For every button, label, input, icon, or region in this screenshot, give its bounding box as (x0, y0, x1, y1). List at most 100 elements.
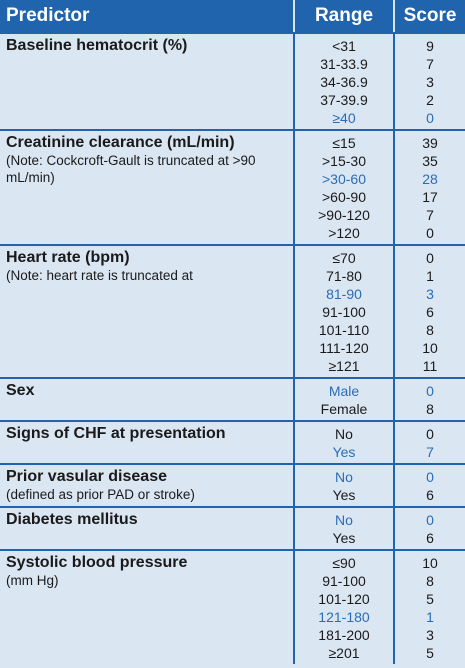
range-cell: ≤90 91-100 101-120 121-180 181-200 ≥201 (293, 551, 393, 664)
score-value: 3 (426, 286, 434, 302)
range-value: 101-110 (318, 322, 370, 338)
score-cell: 0 1 3 6 8 10 11 (393, 246, 465, 377)
table-row: Heart rate (bpm) (Note: heart rate is tru… (0, 244, 465, 377)
predictor-note: (defined as prior PAD or stroke) (6, 487, 195, 502)
score-value: 10 (422, 555, 438, 571)
predictor-cell: Diabetes mellitus (0, 508, 293, 549)
range-value: ≤15 (332, 135, 356, 151)
score-value: 5 (426, 645, 434, 661)
score-value: 2 (426, 92, 434, 108)
score-value: 11 (422, 358, 438, 374)
range-value: No (335, 469, 353, 485)
score-value: 1 (426, 268, 434, 284)
predictor-name: Systolic blood pressure (6, 554, 188, 571)
predictor-cell: Signs of CHF at presentation (0, 422, 293, 463)
range-cell: <31 31-33.9 34-36.9 37-39.9 ≥40 (293, 34, 393, 129)
table-row: Prior vasular disease (defined as prior P… (0, 463, 465, 506)
score-value: 28 (422, 171, 438, 187)
score-value: 6 (426, 304, 434, 320)
predictor-name: Signs of CHF at presentation (6, 425, 226, 442)
range-value: <31 (332, 38, 356, 54)
score-value: 0 (426, 110, 434, 126)
range-value: No (335, 426, 353, 442)
range-value: Yes (332, 444, 356, 460)
score-cell: 39 35 28 17 7 0 (393, 131, 465, 244)
score-value: 0 (426, 426, 434, 442)
range-value: 121-180 (318, 609, 370, 625)
range-value: >90-120 (318, 207, 370, 223)
score-value: 5 (426, 591, 434, 607)
predictor-name: Sex (6, 382, 35, 399)
score-value: 0 (426, 469, 434, 485)
score-value: 8 (426, 322, 434, 338)
range-value: 91-100 (322, 304, 366, 320)
score-value: 7 (426, 444, 434, 460)
score-value: 10 (422, 340, 438, 356)
table-row: Creatinine clearance (mL/min) (Note: Cock… (0, 129, 465, 244)
score-cell: 9 7 3 2 0 (393, 34, 465, 129)
range-value: 37-39.9 (320, 92, 368, 108)
score-value: 0 (426, 225, 434, 241)
range-cell: ≤15 >15-30 >30-60 >60-90 >90-120 >120 (293, 131, 393, 244)
range-value: Yes (332, 530, 356, 546)
table-row: Baseline hematocrit (%) <31 31-33.9 34-36.9… (0, 32, 465, 129)
range-value: 81-90 (326, 286, 362, 302)
range-value: Female (320, 401, 368, 417)
range-value: >120 (328, 225, 360, 241)
score-value: 17 (422, 189, 438, 205)
header-row: Predictor Range Score (0, 0, 465, 32)
score-value: 9 (426, 38, 434, 54)
score-value: 1 (426, 609, 434, 625)
predictor-name: Creatinine clearance (mL/min) (6, 134, 235, 151)
range-cell: No Yes (293, 465, 393, 506)
score-value: 6 (426, 530, 434, 546)
predictor-cell: Prior vasular disease (defined as prior P… (0, 465, 293, 506)
predictor-cell: Sex (0, 379, 293, 420)
predictor-note: (Note: Cockcroft-Gault is truncated at >… (6, 153, 256, 185)
range-value: ≥201 (328, 645, 360, 661)
predictor-name: Diabetes mellitus (6, 511, 138, 528)
range-cell: No Yes (293, 422, 393, 463)
range-cell: ≤70 71-80 81-90 91-100 101-110 111-120 ≥121 (293, 246, 393, 377)
range-cell: Male Female (293, 379, 393, 420)
score-value: 8 (426, 573, 434, 589)
range-value: 91-100 (322, 573, 366, 589)
range-value: >60-90 (322, 189, 366, 205)
range-value: Male (328, 383, 360, 399)
score-value: 0 (426, 250, 434, 266)
score-value: 0 (426, 512, 434, 528)
range-value: 101-120 (318, 591, 370, 607)
header-cell: Predictor (6, 5, 90, 26)
range-value: Yes (332, 487, 356, 503)
range-value: 71-80 (326, 268, 362, 284)
table-row: Signs of CHF at presentation No Yes 0 7 (0, 420, 465, 463)
score-value: 39 (422, 135, 438, 151)
range-value: ≤70 (332, 250, 356, 266)
predictor-name: Prior vasular disease (6, 468, 167, 485)
table-row: Sex Male Female 0 8 (0, 377, 465, 420)
predictor-cell: Baseline hematocrit (%) (0, 34, 293, 129)
range-value: 31-33.9 (320, 56, 368, 72)
range-value: >15-30 (322, 153, 366, 169)
range-value: ≤90 (332, 555, 356, 571)
score-value: 0 (426, 383, 434, 399)
range-value: ≥121 (328, 358, 360, 374)
predictor-note: (mm Hg) (6, 573, 59, 588)
score-value: 35 (422, 153, 438, 169)
table-row: Systolic blood pressure (mm Hg) ≤90 91-100 1… (0, 549, 465, 664)
header-cell: Score (393, 0, 465, 32)
score-value: 6 (426, 487, 434, 503)
score-value: 8 (426, 401, 434, 417)
range-value: >30-60 (322, 171, 366, 187)
table-row: Diabetes mellitus No Yes 0 6 (0, 506, 465, 549)
range-value: 34-36.9 (320, 74, 368, 90)
score-value: 3 (426, 74, 434, 90)
score-value: 7 (426, 207, 434, 223)
range-value: No (335, 512, 353, 528)
predictor-cell: Creatinine clearance (mL/min) (Note: Cock… (0, 131, 293, 244)
